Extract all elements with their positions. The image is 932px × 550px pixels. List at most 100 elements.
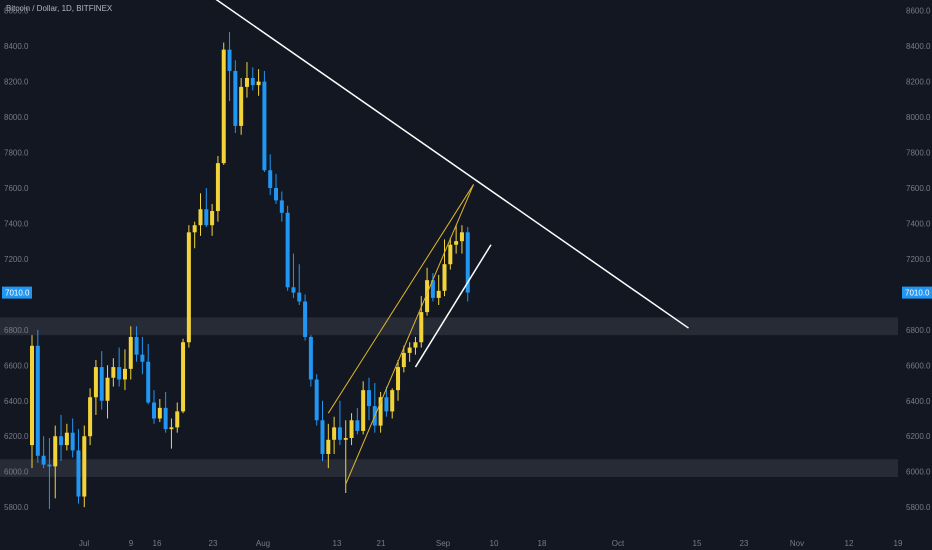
y-tick-label-left: 5800.0: [4, 503, 29, 512]
channel-upper: [327, 184, 474, 414]
support-line: [414, 244, 492, 368]
x-tick-label: 23: [740, 539, 749, 548]
x-tick-label: 13: [333, 539, 342, 548]
candle-body: [70, 432, 75, 451]
candle-body: [291, 287, 296, 293]
y-tick-label-right: 7800.0: [906, 149, 931, 158]
candle-body: [244, 78, 249, 87]
x-tick-label: 10: [490, 539, 499, 548]
candle-body: [215, 163, 220, 212]
candle-body: [425, 280, 430, 313]
y-tick-label-right: 6000.0: [906, 468, 931, 477]
candle-body: [134, 336, 139, 355]
candle-body: [454, 241, 459, 245]
candle-body: [30, 345, 34, 446]
candle-body: [390, 390, 395, 412]
y-tick-label-right: 6400.0: [906, 397, 931, 406]
y-tick-label-left: 8200.0: [4, 78, 29, 87]
candle-body: [227, 49, 232, 71]
candle-body: [239, 86, 244, 126]
candle-body: [332, 427, 337, 440]
y-tick-label-right: 8600.0: [906, 7, 931, 16]
candle-body: [407, 347, 412, 353]
y-tick-label-right: 7200.0: [906, 255, 931, 264]
y-tick-label-left: 6400.0: [4, 397, 29, 406]
y-tick-label-right: 7600.0: [906, 184, 931, 193]
candle-body: [117, 367, 122, 380]
x-tick-label: 9: [129, 539, 134, 548]
candle-body: [343, 438, 348, 440]
x-tick-label: Nov: [790, 539, 804, 548]
x-tick-label: Sep: [436, 539, 451, 548]
candle-body: [378, 397, 383, 426]
candle-body: [64, 432, 69, 446]
candle-body: [320, 420, 325, 454]
candle-body: [99, 367, 104, 401]
candle-body: [413, 342, 418, 348]
candle-body: [88, 397, 93, 437]
candle-body: [53, 436, 58, 467]
channel-lower: [345, 184, 475, 485]
y-tick-label-left: 7800.0: [4, 149, 29, 158]
candle-body: [297, 292, 302, 302]
x-tick-label: 12: [845, 539, 854, 548]
y-tick-label-left: 6200.0: [4, 432, 29, 441]
last-price-label-left: 7010.0: [5, 289, 30, 298]
candle-body: [401, 352, 406, 368]
candle-body: [175, 411, 180, 428]
x-tick-label: Aug: [256, 539, 270, 548]
candle-body: [361, 390, 366, 431]
x-tick-label: 16: [153, 539, 162, 548]
descending-trendline: [215, 0, 689, 329]
candle-body: [262, 81, 267, 171]
candle-body: [122, 368, 127, 380]
candle-body: [337, 427, 342, 440]
y-tick-label-right: 6800.0: [906, 326, 931, 335]
candle-body: [47, 464, 52, 467]
y-tick-label-left: 8600.0: [4, 7, 29, 16]
x-tick-label: Jul: [79, 539, 89, 548]
y-tick-label-left: 6800.0: [4, 326, 29, 335]
candle-body: [59, 436, 64, 446]
candle-body: [181, 342, 186, 412]
y-tick-label-left: 8000.0: [4, 113, 29, 122]
candle-body: [41, 455, 46, 465]
y-tick-label-left: 6000.0: [4, 468, 29, 477]
candle-body: [256, 81, 261, 86]
candle-body: [448, 244, 453, 265]
y-tick-label-left: 6600.0: [4, 361, 29, 370]
candle-body: [105, 377, 110, 401]
zone-band-1: [0, 459, 898, 478]
candle-body: [465, 232, 470, 293]
candle-body: [93, 367, 98, 398]
y-tick-label-right: 5800.0: [906, 503, 931, 512]
candle-body: [268, 170, 273, 188]
last-price-badge-left: [2, 286, 32, 299]
candle-body: [419, 312, 424, 343]
candle-body: [366, 390, 371, 407]
candle-body: [442, 264, 447, 291]
y-tick-label-right: 8000.0: [906, 113, 931, 122]
candle-body: [355, 420, 360, 431]
y-tick-label-left: 8400.0: [4, 42, 29, 51]
x-tick-label: 15: [693, 539, 702, 548]
last-price-label-right: 7010.0: [905, 289, 930, 298]
last-price-badge-right: [902, 286, 932, 299]
candle-body: [146, 361, 151, 403]
candle-body: [274, 187, 279, 201]
y-tick-label-left: 7400.0: [4, 219, 29, 228]
candle-body: [349, 420, 354, 439]
y-tick-label-right: 8400.0: [906, 42, 931, 51]
y-tick-label-left: 7200.0: [4, 255, 29, 264]
x-tick-label: 21: [377, 539, 386, 548]
y-tick-label-right: 6200.0: [906, 432, 931, 441]
y-tick-label-right: 8200.0: [906, 78, 931, 87]
candle-body: [169, 427, 174, 430]
candle-body: [430, 280, 435, 298]
candle-body: [436, 290, 441, 298]
candle-body: [163, 407, 168, 430]
zone-band-0: [0, 317, 898, 336]
candle-body: [279, 200, 284, 213]
y-tick-label-left: 7600.0: [4, 184, 29, 193]
